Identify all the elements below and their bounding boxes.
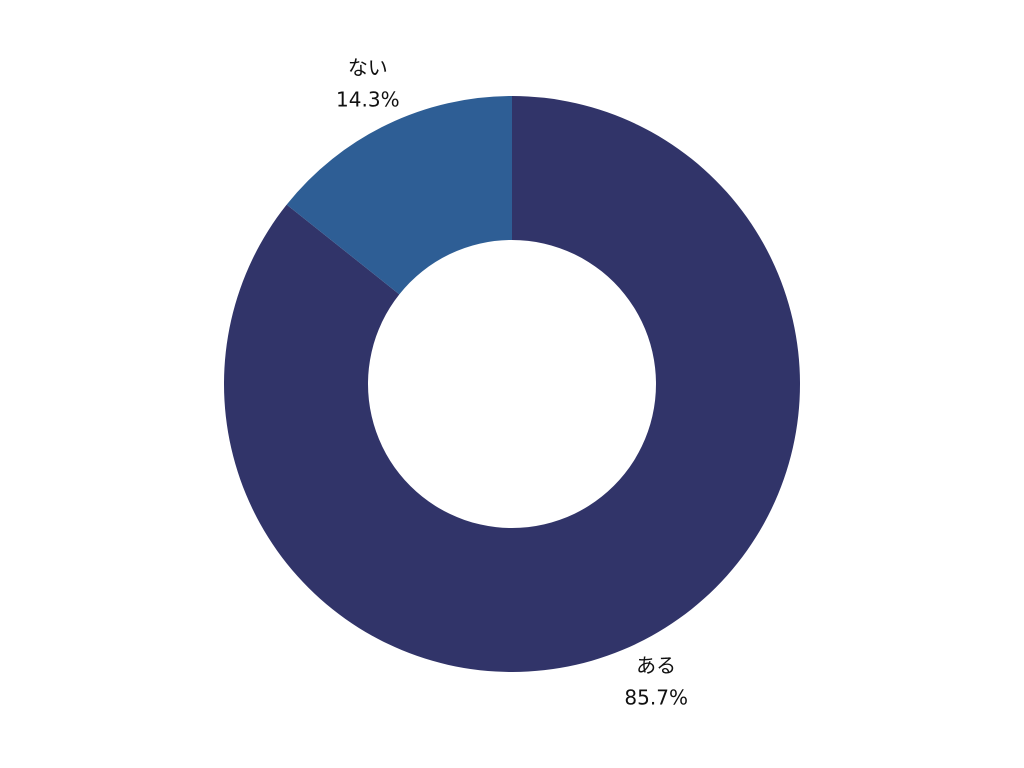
slice-label: ない (348, 55, 388, 79)
donut-slice (286, 96, 512, 295)
value-label: 14.3% (336, 87, 400, 111)
donut-slice (224, 96, 801, 673)
value-label: 85.7% (624, 686, 688, 710)
slice-label: ある (636, 654, 676, 678)
